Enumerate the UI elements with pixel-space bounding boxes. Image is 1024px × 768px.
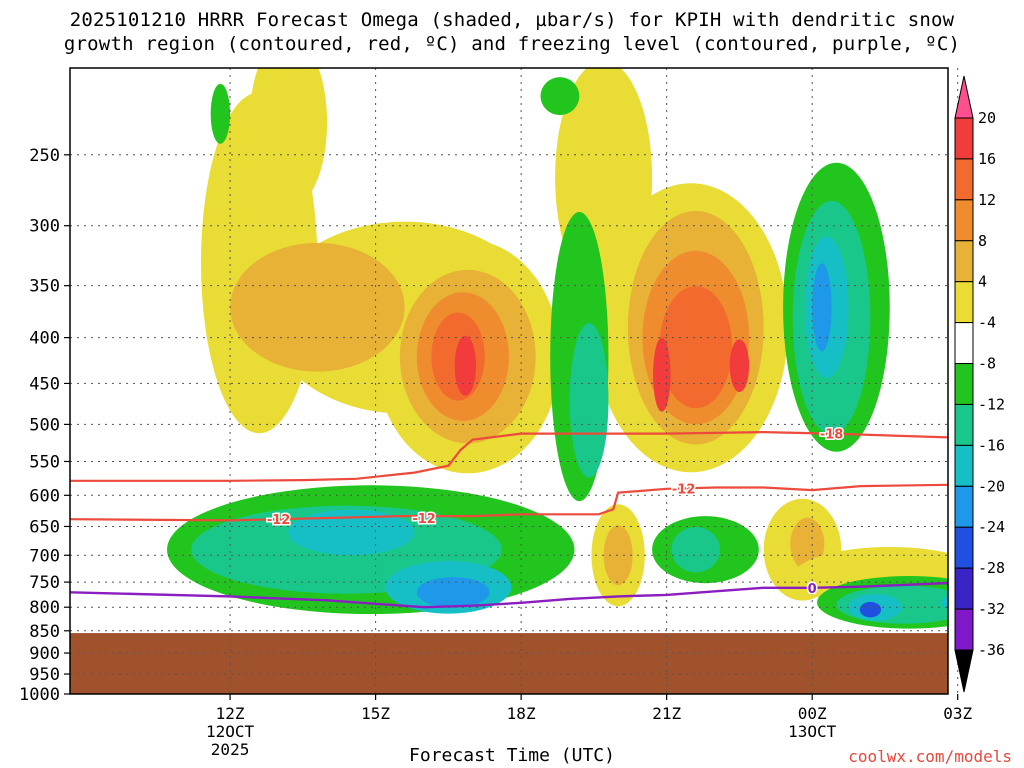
colorbar-bin (954, 117, 974, 160)
colorbar-bin (954, 281, 974, 324)
omega-region (540, 77, 580, 116)
colorbar-label: -8 (978, 355, 996, 373)
colorbar-bin (954, 322, 974, 365)
colorbar-label: 4 (978, 273, 987, 291)
colorbar-bin (954, 444, 974, 487)
x-tick-label: 12OCT (206, 722, 255, 741)
colorbar-bin (954, 158, 974, 201)
x-tick-label: 12Z (216, 704, 245, 723)
omega-region (659, 286, 733, 409)
colorbar-label: -36 (978, 641, 1005, 659)
omega-region (671, 527, 721, 573)
omega-region (210, 83, 231, 144)
x-tick-label: 03Z (943, 704, 972, 723)
chart-title-line-1: 2025101210 HRRR Forecast Omega (shaded, … (69, 9, 955, 31)
x-tick-label: 15Z (361, 704, 390, 723)
y-tick-label: 850 (29, 622, 60, 642)
colorbar-label: -24 (978, 518, 1005, 536)
isotherm-line (70, 483, 948, 522)
omega-region (812, 263, 832, 352)
omega-region (288, 509, 415, 556)
colorbar-bin (954, 567, 974, 610)
ground-rect (70, 633, 948, 694)
contour-label: -12 (267, 513, 291, 528)
colorbar-label: 12 (978, 191, 996, 209)
y-tick-label: 400 (29, 329, 60, 349)
y-tick-label: 550 (29, 452, 60, 472)
colorbar-bin (954, 526, 974, 569)
contour-label: -12 (412, 512, 436, 527)
omega-shading (167, 68, 948, 629)
y-tick-label: 350 (29, 277, 60, 297)
omega-region (230, 242, 405, 372)
chart-title-line-2: growth region (contoured, red, ºC) and f… (63, 33, 961, 55)
y-axis: 2503003504004505005506006507007508008509… (19, 146, 70, 705)
colorbar-label: -28 (978, 559, 1005, 577)
source-credit: coolwx.com/models (848, 747, 1012, 766)
omega-region (603, 525, 633, 586)
omega-region (729, 339, 750, 393)
colorbar-bin (954, 240, 974, 283)
omega-region (416, 577, 490, 608)
omega-region (653, 337, 671, 412)
y-tick-label: 650 (29, 517, 60, 537)
isotherm-line (70, 430, 948, 482)
omega-region (249, 68, 328, 210)
contour-label: 0 (808, 582, 817, 597)
x-tick-label: 2025 (211, 740, 250, 759)
colorbar-label: -16 (978, 436, 1005, 454)
contour-labels: -18 -12 -12 -12 0 (265, 426, 844, 598)
y-tick-label: 750 (29, 573, 60, 593)
y-tick-label: 250 (29, 146, 60, 166)
colorbar-label: -12 (978, 395, 1005, 413)
colorbar-label: 16 (978, 150, 996, 168)
y-tick-label: 800 (29, 598, 60, 618)
colorbar-bin (954, 608, 974, 651)
colorbar-label: -32 (978, 600, 1005, 618)
omega-region (454, 335, 477, 396)
colorbar-bin (954, 199, 974, 242)
omega-region (790, 517, 825, 571)
omega-region (940, 595, 948, 609)
y-tick-label: 900 (29, 644, 60, 664)
colorbar: 20 16 12 8 4 -4 -8 -12 -16 -20 -24 -28 -32 -36 (954, 75, 1005, 693)
x-axis-title: Forecast Time (UTC) (409, 745, 615, 766)
ground-fill (70, 633, 948, 694)
x-tick-label: 18Z (507, 704, 536, 723)
plot-frame (69, 67, 949, 695)
colorbar-label: -20 (978, 477, 1005, 495)
x-tick-label: 13OCT (788, 722, 837, 741)
omega-region (859, 601, 882, 618)
x-tick-label: 21Z (652, 704, 681, 723)
x-tick-label: 00Z (798, 704, 827, 723)
y-tick-label: 300 (29, 217, 60, 237)
colorbar-bin (954, 403, 974, 446)
contour-label: -12 (672, 482, 696, 497)
y-tick-label: 600 (29, 486, 60, 506)
y-tick-label: 450 (29, 374, 60, 394)
colorbar-bin (954, 485, 974, 528)
isotherm-line (70, 581, 948, 609)
colorbar-bin (954, 363, 974, 405)
y-tick-label: 700 (29, 546, 60, 566)
y-tick-label: 500 (29, 415, 60, 435)
omega-region (569, 322, 609, 478)
colorbar-label: 20 (978, 109, 996, 127)
y-tick-label: 1000 (19, 685, 60, 705)
colorbar-label: -4 (978, 314, 996, 332)
y-tick-label: 950 (29, 665, 60, 685)
colorbar-bottom-arrow (954, 649, 974, 693)
isotherm-contours (70, 430, 948, 609)
colorbar-label: 8 (978, 232, 987, 250)
contour-label: -18 (820, 428, 844, 443)
